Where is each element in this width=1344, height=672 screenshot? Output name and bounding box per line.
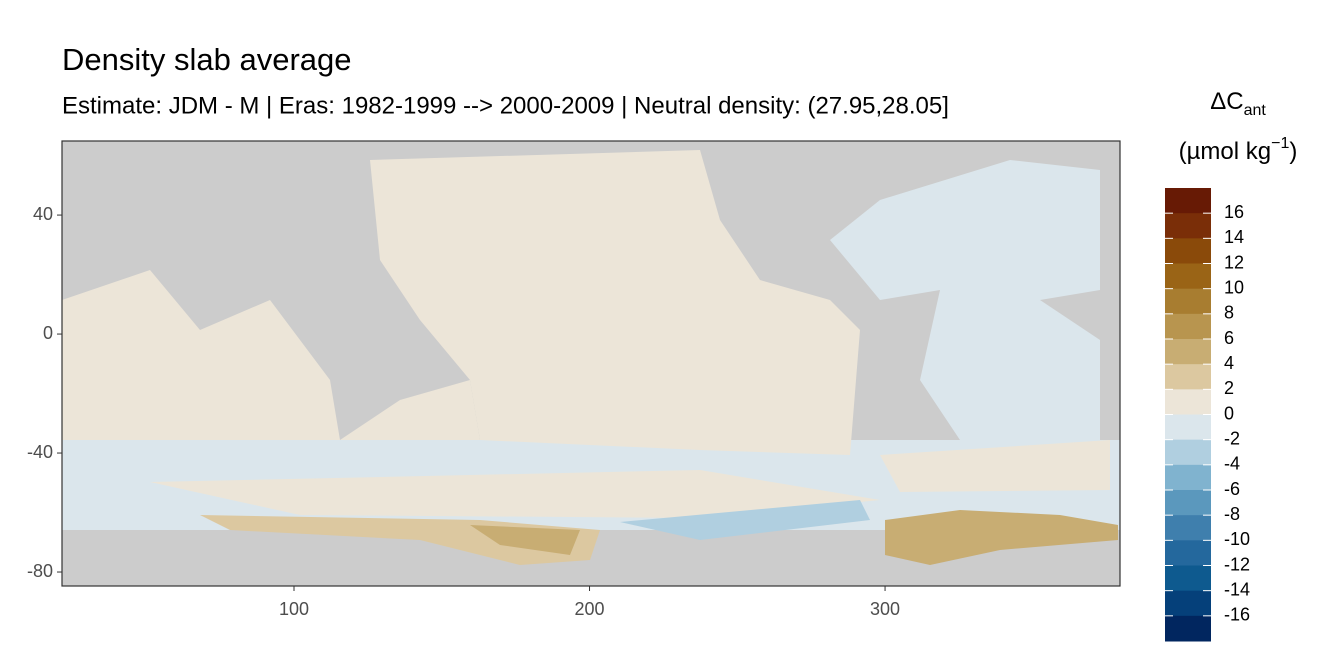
ocean-region	[150, 470, 880, 518]
ocean-region	[470, 525, 580, 555]
legend-title-main: ΔC	[1210, 88, 1243, 115]
legend-bin	[1165, 464, 1211, 491]
x-tick-label: 300	[870, 599, 900, 619]
panel-border	[61, 140, 1121, 587]
legend-bin	[1165, 213, 1211, 239]
legend-bin	[1165, 490, 1211, 516]
legend-bin	[1165, 313, 1211, 340]
legend-unit-sup: −1	[1271, 135, 1289, 152]
ocean-region	[830, 160, 1100, 440]
legend-label: -14	[1224, 579, 1250, 599]
legend-label: -4	[1224, 454, 1240, 474]
ocean-region	[62, 270, 340, 440]
y-tick-label: 0	[43, 323, 53, 343]
legend-bin	[1165, 590, 1211, 617]
legend-bin	[1165, 515, 1211, 541]
legend-bin	[1165, 288, 1211, 315]
legend-label: 12	[1224, 252, 1244, 272]
legend-label: 4	[1224, 353, 1234, 373]
x-tick-label: 100	[279, 599, 309, 619]
chart-subtitle: Estimate: JDM - M | Eras: 1982-1999 --> …	[62, 92, 949, 119]
legend-bin	[1165, 339, 1211, 365]
legend-unit: (µmol kg−1)	[1179, 135, 1298, 165]
legend-label: -2	[1224, 428, 1240, 448]
legend-bin	[1165, 188, 1211, 214]
x-tick-label: 200	[574, 599, 604, 619]
legend-label: 10	[1224, 277, 1244, 297]
legend-bin	[1165, 439, 1211, 466]
ocean-region	[370, 150, 860, 455]
legend-label: 14	[1224, 227, 1244, 247]
y-tick-label: -40	[27, 442, 53, 462]
legend-label: -16	[1224, 605, 1250, 625]
ocean-region	[340, 380, 480, 440]
legend-bin	[1165, 263, 1211, 290]
legend-bin	[1165, 615, 1211, 642]
legend-unit-text: (µmol kg	[1179, 138, 1272, 165]
legend-label: 2	[1224, 378, 1234, 398]
ocean-region	[620, 500, 870, 540]
legend-title: ΔCant	[1210, 88, 1266, 119]
legend-bin	[1165, 389, 1211, 415]
legend-bin	[1165, 238, 1211, 264]
legend-label: 16	[1224, 202, 1244, 222]
legend-label: 8	[1224, 303, 1234, 323]
legend-title-sub: ant	[1244, 102, 1267, 119]
legend-label: -6	[1224, 479, 1240, 499]
chart-title: Density slab average	[62, 42, 352, 77]
legend-label: 0	[1224, 403, 1234, 423]
legend-bin	[1165, 565, 1211, 592]
legend-label: -8	[1224, 504, 1240, 524]
y-tick-label: 40	[33, 204, 53, 224]
ocean-region	[880, 440, 1110, 492]
legend-label: -12	[1224, 554, 1250, 574]
legend-label: -10	[1224, 529, 1250, 549]
y-tick-label: -80	[27, 561, 53, 581]
legend-unit-text: )	[1289, 138, 1297, 165]
legend-bin	[1165, 540, 1211, 566]
legend-bin	[1165, 414, 1211, 441]
legend-bin	[1165, 364, 1211, 390]
map-panel	[61, 140, 1121, 587]
legend-label: 6	[1224, 328, 1234, 348]
ocean-region	[885, 510, 1118, 565]
